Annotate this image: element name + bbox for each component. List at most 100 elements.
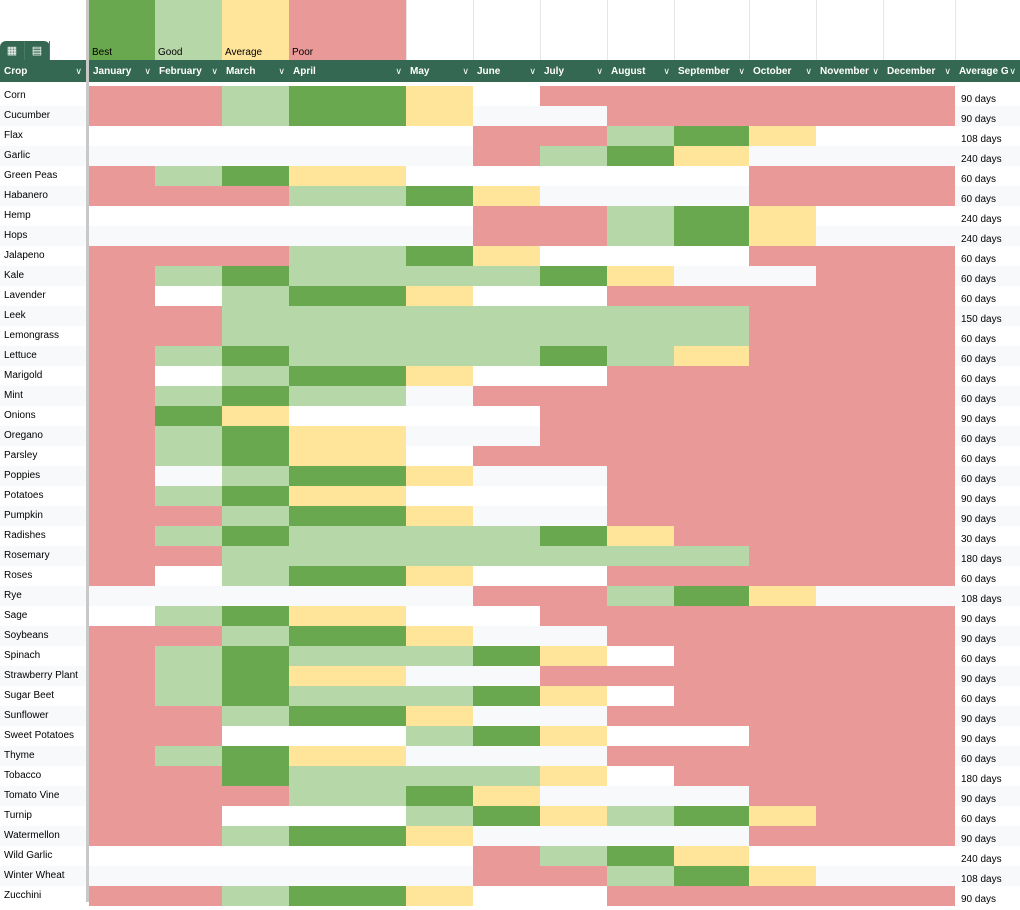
average-grow-time[interactable]: 240 days xyxy=(961,214,1002,225)
rating-cell-good[interactable] xyxy=(607,586,674,606)
rating-cell-poor[interactable] xyxy=(155,86,222,106)
crop-name[interactable]: Oregano xyxy=(4,430,43,441)
rating-cell-none[interactable] xyxy=(607,786,674,806)
rating-cell-good[interactable] xyxy=(540,306,607,326)
rating-cell-good[interactable] xyxy=(406,686,473,706)
rating-cell-none[interactable] xyxy=(406,746,473,766)
rating-cell-none[interactable] xyxy=(473,506,540,526)
rating-cell-average[interactable] xyxy=(406,886,473,906)
rating-cell-best[interactable] xyxy=(473,686,540,706)
rating-cell-poor[interactable] xyxy=(883,646,955,666)
rating-cell-poor[interactable] xyxy=(883,666,955,686)
rating-cell-best[interactable] xyxy=(607,846,674,866)
rating-cell-best[interactable] xyxy=(406,786,473,806)
rating-cell-poor[interactable] xyxy=(816,246,883,266)
rating-cell-none[interactable] xyxy=(89,586,155,606)
rating-cell-poor[interactable] xyxy=(607,626,674,646)
rating-cell-none[interactable] xyxy=(883,206,955,226)
average-grow-time[interactable]: 30 days xyxy=(961,534,997,545)
rating-cell-none[interactable] xyxy=(473,706,540,726)
rating-cell-good[interactable] xyxy=(406,546,473,566)
rating-cell-best[interactable] xyxy=(289,566,406,586)
rating-cell-poor[interactable] xyxy=(816,346,883,366)
rating-cell-best[interactable] xyxy=(406,186,473,206)
rating-cell-good[interactable] xyxy=(406,326,473,346)
average-grow-time[interactable]: 60 days xyxy=(961,434,997,445)
rating-cell-none[interactable] xyxy=(540,186,607,206)
chevron-down-icon[interactable]: ∨ xyxy=(872,65,879,76)
rating-cell-poor[interactable] xyxy=(473,206,540,226)
rating-cell-none[interactable] xyxy=(540,466,607,486)
column-header-crop[interactable]: Crop ∨ xyxy=(0,60,86,82)
rating-cell-none[interactable] xyxy=(222,206,289,226)
rating-cell-none[interactable] xyxy=(289,206,406,226)
rating-cell-none[interactable] xyxy=(540,826,607,846)
rating-cell-none[interactable] xyxy=(222,726,289,746)
rating-cell-average[interactable] xyxy=(749,126,816,146)
rating-cell-good[interactable] xyxy=(406,306,473,326)
column-header-august[interactable]: August ∨ xyxy=(607,60,674,82)
rating-cell-none[interactable] xyxy=(155,146,222,166)
rating-cell-best[interactable] xyxy=(289,86,406,106)
rating-cell-poor[interactable] xyxy=(674,446,749,466)
rating-cell-poor[interactable] xyxy=(883,726,955,746)
average-grow-time[interactable]: 60 days xyxy=(961,394,997,405)
rating-cell-none[interactable] xyxy=(607,646,674,666)
rating-cell-poor[interactable] xyxy=(883,86,955,106)
rating-cell-good[interactable] xyxy=(607,306,674,326)
crop-name[interactable]: Parsley xyxy=(4,450,38,461)
rating-cell-good[interactable] xyxy=(222,306,289,326)
rating-cell-poor[interactable] xyxy=(816,666,883,686)
rating-cell-poor[interactable] xyxy=(540,386,607,406)
rating-cell-good[interactable] xyxy=(473,546,540,566)
rating-cell-poor[interactable] xyxy=(89,506,155,526)
rating-cell-none[interactable] xyxy=(155,206,222,226)
rating-cell-poor[interactable] xyxy=(607,106,674,126)
average-grow-time[interactable]: 90 days xyxy=(961,634,997,645)
average-grow-time[interactable]: 90 days xyxy=(961,414,997,425)
average-grow-time[interactable]: 180 days xyxy=(961,554,1002,565)
rating-cell-good[interactable] xyxy=(607,206,674,226)
rating-cell-good[interactable] xyxy=(222,886,289,906)
rating-cell-poor[interactable] xyxy=(749,466,816,486)
rating-cell-poor[interactable] xyxy=(607,86,674,106)
rating-cell-poor[interactable] xyxy=(816,106,883,126)
rating-cell-good[interactable] xyxy=(222,506,289,526)
rating-cell-poor[interactable] xyxy=(883,366,955,386)
rating-cell-poor[interactable] xyxy=(674,386,749,406)
rating-cell-good[interactable] xyxy=(289,306,406,326)
rating-cell-none[interactable] xyxy=(155,466,222,486)
crop-name[interactable]: Lemongrass xyxy=(4,330,60,341)
rating-cell-poor[interactable] xyxy=(89,426,155,446)
rating-cell-poor[interactable] xyxy=(155,806,222,826)
crop-name[interactable]: Rye xyxy=(4,590,22,601)
rating-cell-good[interactable] xyxy=(222,546,289,566)
rating-cell-none[interactable] xyxy=(607,766,674,786)
rating-cell-poor[interactable] xyxy=(816,406,883,426)
rating-cell-poor[interactable] xyxy=(749,826,816,846)
rating-cell-good[interactable] xyxy=(674,546,749,566)
rating-cell-poor[interactable] xyxy=(883,166,955,186)
rating-cell-poor[interactable] xyxy=(155,786,222,806)
rating-cell-good[interactable] xyxy=(406,346,473,366)
average-grow-time[interactable]: 60 days xyxy=(961,374,997,385)
rating-cell-poor[interactable] xyxy=(89,646,155,666)
rating-cell-average[interactable] xyxy=(540,726,607,746)
rating-cell-poor[interactable] xyxy=(883,746,955,766)
rating-cell-none[interactable] xyxy=(406,406,473,426)
rating-cell-poor[interactable] xyxy=(816,506,883,526)
rating-cell-none[interactable] xyxy=(289,226,406,246)
rating-cell-poor[interactable] xyxy=(749,686,816,706)
rating-cell-poor[interactable] xyxy=(816,826,883,846)
rating-cell-poor[interactable] xyxy=(816,326,883,346)
rating-cell-none[interactable] xyxy=(289,846,406,866)
rating-cell-poor[interactable] xyxy=(674,606,749,626)
rating-cell-none[interactable] xyxy=(406,666,473,686)
rating-cell-poor[interactable] xyxy=(883,386,955,406)
rating-cell-none[interactable] xyxy=(883,866,955,886)
rating-cell-poor[interactable] xyxy=(749,306,816,326)
rating-cell-best[interactable] xyxy=(406,246,473,266)
average-grow-time[interactable]: 90 days xyxy=(961,114,997,125)
rating-cell-none[interactable] xyxy=(473,606,540,626)
crop-name[interactable]: Corn xyxy=(4,90,26,101)
